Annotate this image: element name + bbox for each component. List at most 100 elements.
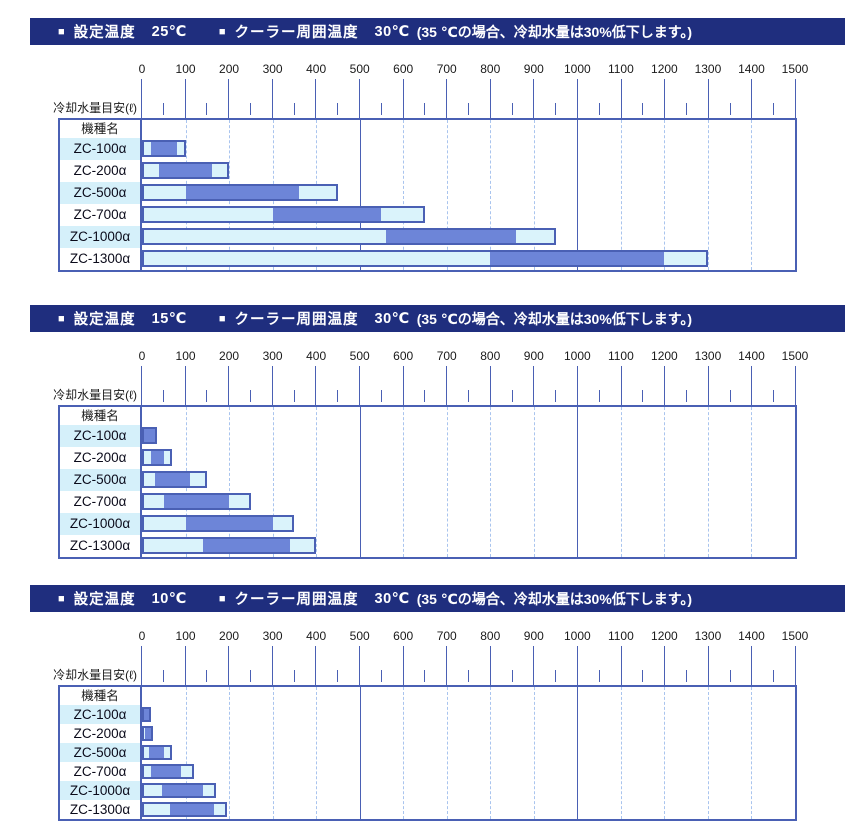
tick-label: 200 [219, 349, 240, 363]
minor-tick-mark [511, 670, 513, 682]
major-tick-mark [402, 646, 404, 685]
major-tick-mark [707, 366, 709, 405]
tick-label: 1300 [694, 349, 722, 363]
tick-label: 300 [262, 629, 283, 643]
major-tick-mark [315, 366, 317, 405]
set-temp-value: 10℃ [151, 590, 187, 607]
axis-tick-labels: 0 100 200 300 400 500 600 700 800 900 1000 1100 1200… [138, 62, 809, 77]
tick-label: 800 [480, 629, 501, 643]
tick-label: 900 [523, 349, 544, 363]
minor-tick-mark [380, 103, 382, 115]
gridline [490, 407, 492, 557]
tick-label: 100 [175, 629, 196, 643]
major-tick-mark [228, 646, 230, 685]
minor-tick-mark [511, 103, 513, 115]
tick-label: 700 [436, 349, 457, 363]
tick-label: 500 [349, 62, 370, 76]
minor-tick-mark [555, 390, 557, 402]
tick-label: 1000 [563, 629, 591, 643]
ambient-temp-label: クーラー周囲温度 [234, 25, 359, 41]
bar-row [142, 535, 795, 557]
bar-row [142, 138, 795, 160]
major-tick-mark [359, 646, 360, 685]
tick-label: 100 [175, 62, 196, 76]
bar-row [142, 248, 795, 270]
minor-tick-mark [511, 390, 513, 402]
minor-tick-mark [162, 390, 164, 402]
bar-row [142, 160, 795, 182]
major-tick-mark [577, 646, 578, 685]
tick-label: 900 [523, 629, 544, 643]
recommended-range-bar [272, 208, 382, 221]
major-tick-mark [751, 646, 753, 685]
minor-tick-mark [598, 670, 600, 682]
plot-area [140, 120, 795, 270]
tick-label: 600 [393, 629, 414, 643]
model-label: ZC-200α [73, 726, 127, 741]
major-tick-mark [795, 646, 796, 685]
bar-row [142, 491, 795, 513]
tick-label: 900 [523, 62, 544, 76]
bar-row [142, 182, 795, 204]
model-label: ZC-1300α [69, 251, 131, 266]
tick-label: 1500 [781, 629, 809, 643]
major-tick-mark [664, 79, 666, 118]
gridline [490, 687, 492, 819]
minor-tick-mark [380, 670, 382, 682]
minor-tick-mark [162, 103, 164, 115]
minor-tick-mark [555, 670, 557, 682]
tick-label: 800 [480, 62, 501, 76]
major-tick-mark [228, 366, 230, 405]
set-temp-value: 25℃ [151, 23, 187, 40]
gridline [707, 687, 709, 819]
major-tick-mark [315, 79, 317, 118]
tick-label: 0 [138, 62, 146, 76]
ambient-temp-label: クーラー周囲温度 [234, 312, 359, 328]
model-label: ZC-700α [73, 207, 127, 222]
minor-tick-mark [250, 103, 251, 115]
bar-rows [142, 138, 795, 270]
minor-tick-mark [468, 103, 469, 115]
gridline [533, 407, 535, 557]
major-tick-mark [489, 366, 491, 405]
tick-label: 300 [262, 62, 283, 76]
gridline [403, 120, 405, 270]
gridline [577, 120, 579, 270]
major-tick-mark [446, 79, 448, 118]
model-label: ZC-1300α [69, 538, 131, 553]
set-temp-label: 設定温度 [73, 592, 136, 608]
minor-tick-mark [598, 103, 600, 115]
recommended-range-bar [148, 747, 164, 758]
major-tick-mark [271, 646, 273, 685]
minor-tick-mark [773, 103, 775, 115]
major-tick-mark [577, 79, 578, 118]
gridline [533, 687, 535, 819]
gridline [664, 407, 666, 557]
major-tick-mark [620, 646, 622, 685]
model-label: ZC-700α [73, 764, 127, 779]
major-tick-mark [795, 79, 796, 118]
minor-tick-mark [773, 670, 775, 682]
axis-caption: 冷却水量目安(ℓ) [53, 668, 137, 682]
axis-tick-labels: 0 100 200 300 400 500 600 700 800 900 1000 1100 1200… [139, 629, 809, 644]
recommended-range-bar [150, 451, 164, 464]
major-tick-mark [795, 366, 796, 405]
bullet-square-icon: ■ [58, 25, 65, 38]
bar-row [142, 204, 795, 226]
tick-label: 600 [393, 62, 414, 76]
model-label: ZC-1000α [60, 513, 140, 535]
minor-tick-mark [686, 103, 687, 115]
tick-label: 1200 [651, 349, 678, 363]
model-label: ZC-700α [73, 494, 127, 509]
major-tick-mark [184, 366, 186, 405]
minor-tick-mark [424, 390, 426, 402]
gridline [359, 120, 361, 270]
ambient-temp-value: 30℃ [374, 310, 410, 327]
ambient-temp-label: クーラー周囲温度 [234, 592, 359, 608]
tick-label: 1400 [738, 629, 765, 643]
minor-tick-mark [250, 670, 251, 682]
minor-tick-mark [206, 390, 208, 402]
minor-tick-mark [424, 670, 426, 682]
chart-header: ■ 設定温度 25℃ ■ クーラー周囲温度 30℃ (35 ℃の場合、冷却水量は… [30, 18, 845, 45]
